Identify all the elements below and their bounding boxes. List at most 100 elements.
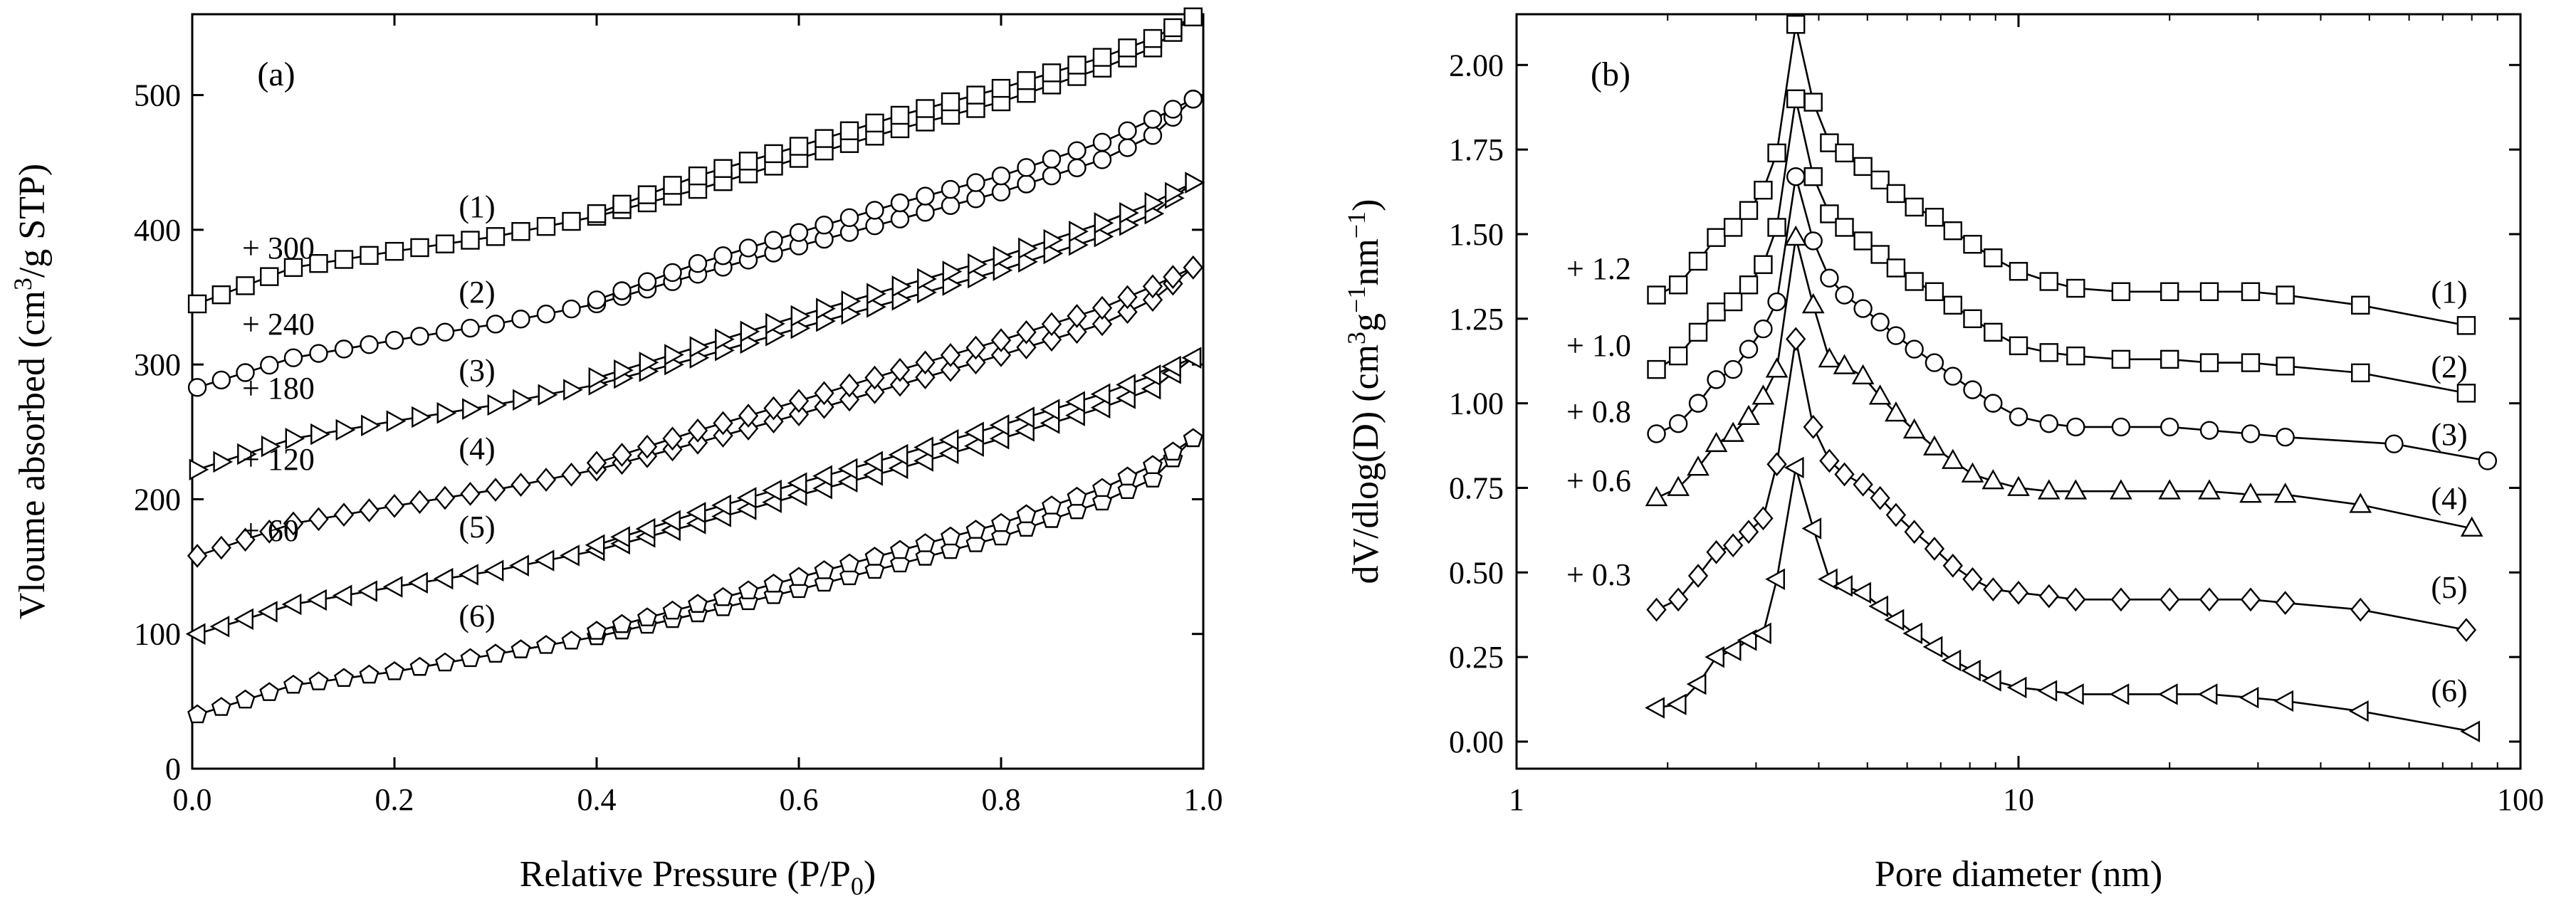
distribution-point (1925, 353, 1944, 372)
distribution-point (1786, 15, 1806, 34)
adsorption-point (382, 576, 403, 598)
adsorption-point (384, 241, 404, 261)
adsorption-point (187, 544, 208, 568)
adsorption-point (864, 380, 885, 404)
series-label: (1) (459, 189, 495, 224)
distribution-point (2009, 262, 2028, 281)
distribution-point (1721, 639, 1742, 661)
adsorption-point (917, 281, 937, 304)
adsorption-point (891, 289, 912, 311)
distribution-point (2064, 479, 2088, 500)
desorption-point (890, 539, 910, 559)
desorption-point (587, 290, 607, 310)
adsorption-point (509, 554, 529, 577)
desorption-point (866, 283, 886, 305)
distribution-point (1886, 326, 1906, 345)
adsorption-point (187, 704, 208, 724)
series-1 (187, 7, 1203, 314)
desorption-point (1164, 181, 1185, 204)
adsorption-point (460, 648, 481, 668)
distribution-point (2199, 282, 2219, 301)
distribution-point (2197, 683, 2218, 705)
desorption-point (1042, 149, 1062, 169)
adsorption-point (1118, 138, 1137, 157)
desorption-point (738, 152, 758, 171)
y-tick-label: 1.75 (1449, 132, 1504, 167)
distribution-point (1647, 359, 1666, 379)
distribution-point (1905, 197, 1924, 217)
desorption-point (1015, 406, 1035, 428)
desorption-point (1143, 110, 1163, 129)
distribution-point (2241, 282, 2261, 301)
desorption-point (863, 451, 883, 473)
adsorption-point (462, 398, 482, 420)
adsorption-point (386, 410, 407, 432)
distribution-point (1820, 133, 1839, 152)
adsorption-point (459, 564, 478, 586)
desorption-point (612, 194, 632, 214)
desorption-point (740, 320, 760, 342)
desorption-point (585, 534, 605, 557)
distribution-point (2199, 587, 2220, 612)
desorption-point (637, 607, 657, 626)
distribution-point (1687, 456, 1710, 476)
x-axis-label-end: ) (864, 854, 876, 895)
desorption-point (841, 290, 862, 312)
x-tick-label: 10 (2003, 782, 2034, 817)
distribution-point (1924, 537, 1945, 561)
distribution-point (1963, 380, 1982, 399)
adsorption-point (461, 318, 480, 338)
distribution-point (1707, 228, 1726, 247)
desorption-point (1040, 399, 1060, 421)
distribution-point (2351, 295, 2370, 315)
y-tick-label: 1.00 (1449, 386, 1504, 421)
desorption-point (814, 560, 834, 579)
desorption-point (916, 99, 935, 118)
adsorption-point (1043, 242, 1064, 265)
desorption-point (637, 434, 658, 459)
distribution-point (1870, 245, 1890, 264)
desorption-point (686, 502, 706, 524)
distribution-point (1722, 533, 1744, 558)
desorption-point (814, 381, 834, 406)
desorption-point (1069, 220, 1089, 243)
adsorption-point (1016, 335, 1037, 359)
desorption-point (1163, 265, 1183, 289)
distribution-point (1943, 295, 1963, 315)
y-axis-label-part: ) (1346, 199, 1386, 211)
adsorption-point (1065, 404, 1085, 426)
distribution-point (1686, 673, 1707, 695)
distribution-point (1984, 322, 2003, 342)
adsorption-point (536, 635, 556, 654)
distribution-point (2240, 587, 2261, 612)
adsorption-point (359, 498, 379, 522)
adsorption-point (309, 344, 328, 363)
desorption-point (1181, 347, 1202, 369)
adsorption-point (866, 295, 886, 318)
desorption-point (1067, 304, 1087, 328)
adsorption-point (236, 363, 255, 382)
desorption-point (662, 600, 683, 620)
distribution-point (2009, 336, 2028, 356)
distribution-point (1923, 435, 1946, 456)
desorption-point (1143, 28, 1163, 48)
offset-label: + 0.6 (1566, 463, 1631, 498)
x-tick-label: 1.0 (1184, 782, 1223, 817)
desorption-point (763, 396, 784, 421)
desorption-point (889, 357, 911, 382)
desorption-point (738, 580, 758, 600)
y-tick-label: 0.75 (1449, 470, 1504, 505)
distribution-point (1754, 319, 1773, 339)
distribution-point (1853, 157, 1873, 177)
adsorption-point (990, 343, 1012, 367)
desorption-point (938, 428, 959, 451)
distribution-point (2456, 618, 2477, 642)
desorption-point (1067, 141, 1087, 160)
series-label: (1) (2431, 275, 2467, 310)
adsorption-point (412, 406, 431, 428)
desorption-point (1017, 71, 1036, 90)
distribution-point (1961, 659, 1981, 682)
adsorption-point (334, 668, 354, 688)
distribution-point (1884, 609, 1905, 631)
